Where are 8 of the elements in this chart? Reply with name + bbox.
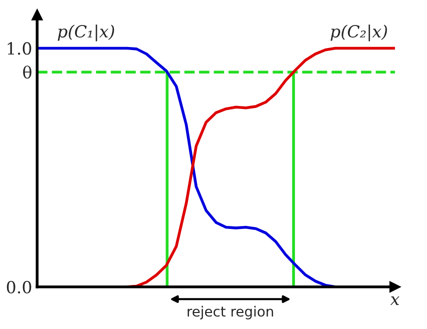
y-tick-label: 0.0 [6, 280, 32, 294]
x-axis-title: x [390, 296, 400, 305]
y-tick-label: θ [23, 66, 32, 79]
series-label: p(C₁|x) [58, 24, 114, 42]
text: reject region [188, 306, 274, 320]
y-tick-label: 1.0 [8, 42, 32, 55]
series-label: p(C₂|x) [330, 24, 387, 42]
line-series [37, 46, 337, 287]
